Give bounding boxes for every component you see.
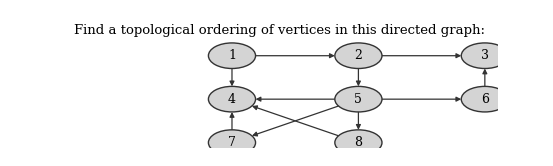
Ellipse shape bbox=[208, 43, 255, 69]
Ellipse shape bbox=[335, 130, 382, 155]
Text: 5: 5 bbox=[354, 93, 362, 106]
Ellipse shape bbox=[335, 86, 382, 112]
Ellipse shape bbox=[208, 130, 255, 155]
Text: 6: 6 bbox=[481, 93, 489, 106]
Ellipse shape bbox=[461, 86, 508, 112]
Ellipse shape bbox=[461, 43, 508, 69]
Text: 1: 1 bbox=[228, 49, 236, 62]
Text: Find a topological ordering of vertices in this directed graph:: Find a topological ordering of vertices … bbox=[74, 24, 486, 37]
Text: 8: 8 bbox=[354, 136, 362, 149]
Text: 4: 4 bbox=[228, 93, 236, 106]
Ellipse shape bbox=[208, 86, 255, 112]
Text: 2: 2 bbox=[354, 49, 362, 62]
Ellipse shape bbox=[335, 43, 382, 69]
Text: 3: 3 bbox=[481, 49, 489, 62]
Text: 7: 7 bbox=[228, 136, 236, 149]
